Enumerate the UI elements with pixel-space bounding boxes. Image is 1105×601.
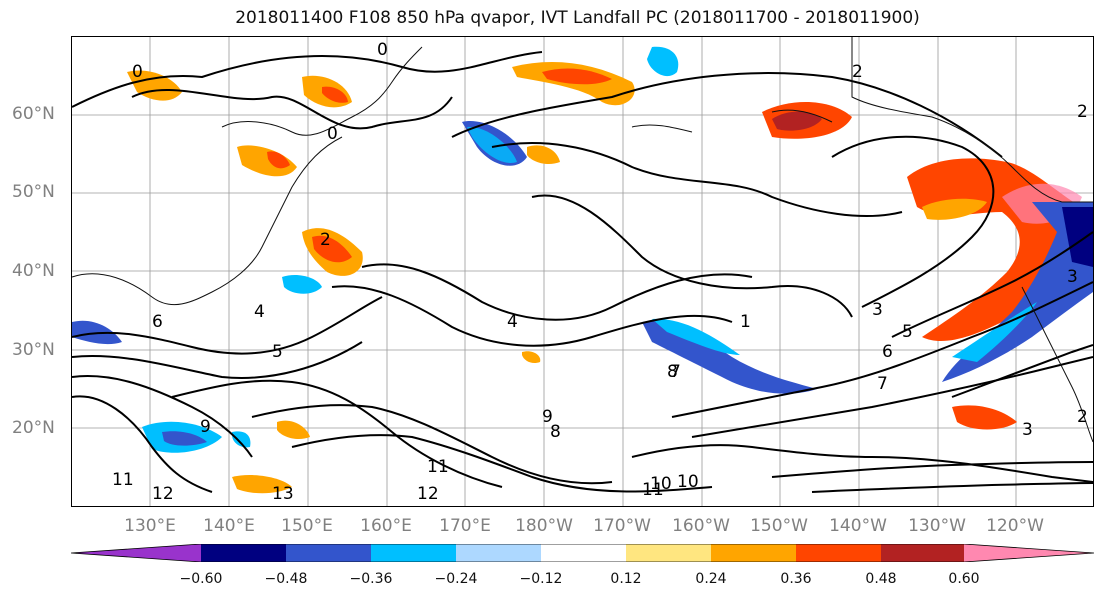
contour-label: 7 [670, 362, 681, 382]
colorbar-tick: −0.48 [264, 571, 308, 587]
gridlines [72, 37, 1093, 506]
colorbar-segment [71, 544, 201, 562]
contour-label: 3 [1067, 267, 1078, 287]
contour-label: 6 [882, 342, 893, 362]
lon-label: 150°E [281, 516, 333, 536]
colorbar [71, 544, 1094, 562]
colorbar-segment [626, 544, 711, 562]
contour-label: 9 [542, 407, 553, 427]
contour-label: 5 [272, 342, 283, 362]
contour-label: 10 [677, 472, 699, 492]
contour-label: 11 [642, 480, 664, 500]
lon-label: 150°W [750, 516, 808, 536]
lat-label: 30°N [12, 340, 55, 360]
contour-label: 5 [902, 322, 913, 342]
colorbar-segment [201, 544, 286, 562]
map-canvas: 0 0 0 2 2 2 4 1 3 3 5 6 7 8 9 10 11 12 1… [71, 37, 1094, 506]
contour-label: 10 [650, 474, 672, 494]
lat-label: 50°N [12, 182, 55, 202]
lat-label: 20°N [12, 418, 55, 438]
contour-label: 0 [327, 124, 338, 144]
contour-label: 3 [872, 300, 883, 320]
colorbar-segment [456, 544, 541, 562]
lon-label: 160°E [360, 516, 412, 536]
lon-label: 170°W [593, 516, 651, 536]
lon-label: 170°E [439, 516, 491, 536]
contour-label: 9 [200, 417, 211, 437]
map-title: 2018011400 F108 850 hPa qvapor, IVT Land… [235, 8, 920, 28]
contour-label-group: 0 0 0 2 2 2 4 1 3 3 5 6 7 8 9 10 11 12 1… [112, 40, 1088, 504]
colorbar-segment [796, 544, 881, 562]
colorbar-segment [964, 544, 1094, 562]
colorbar-segment [881, 544, 964, 562]
colorbar-tick: 0.60 [948, 571, 980, 587]
contour-label: 11 [427, 457, 449, 477]
map-panel: 0 0 0 2 2 2 4 1 3 3 5 6 7 8 9 10 11 12 1… [71, 36, 1094, 507]
contour-label: 12 [417, 484, 439, 504]
lon-label: 180°W [515, 516, 573, 536]
colorbar-tick: −0.36 [349, 571, 393, 587]
lat-label: 60°N [12, 104, 55, 124]
contour-label: 0 [377, 40, 388, 60]
ivt-contours [71, 51, 1094, 493]
colorbar-segment [711, 544, 796, 562]
contour-label: 3 [1022, 420, 1033, 440]
coastlines [71, 37, 1094, 443]
colorbar-segment [371, 544, 456, 562]
lon-label: 140°E [203, 516, 255, 536]
contour-label: 0 [132, 62, 143, 82]
lon-label: 120°W [986, 516, 1044, 536]
contour-label: 8 [550, 422, 561, 442]
contour-label: 4 [507, 312, 518, 332]
colorbar-segment [286, 544, 371, 562]
contour-label: 2 [852, 62, 863, 82]
colorbar-tick: 0.36 [780, 571, 812, 587]
contour-label: 1 [740, 312, 751, 332]
colorbar-tick: 0.48 [865, 571, 897, 587]
lon-label: 130°W [908, 516, 966, 536]
colorbar-segment [541, 544, 626, 562]
contour-label: 11 [112, 470, 134, 490]
qvapor-fill-patches [72, 46, 1093, 494]
contour-label: 8 [667, 362, 678, 382]
contour-label: 2 [1077, 102, 1088, 122]
lon-label: 140°W [829, 516, 887, 536]
lon-label: 130°E [124, 516, 176, 536]
contour-label: 4 [254, 302, 265, 322]
colorbar-tick: 0.24 [695, 571, 727, 587]
colorbar-tick: 0.12 [610, 571, 642, 587]
lat-label: 40°N [12, 261, 55, 281]
lon-label: 160°W [672, 516, 730, 536]
contour-label: 2 [1077, 407, 1088, 427]
colorbar-tick: −0.24 [434, 571, 478, 587]
contour-label: 7 [877, 374, 888, 394]
contour-label: 6 [152, 312, 163, 332]
contour-label: 12 [152, 484, 174, 504]
contour-label: 2 [320, 230, 331, 250]
contour-label: 13 [272, 484, 294, 504]
colorbar-tick: −0.12 [519, 571, 563, 587]
colorbar-tick: −0.60 [179, 571, 223, 587]
